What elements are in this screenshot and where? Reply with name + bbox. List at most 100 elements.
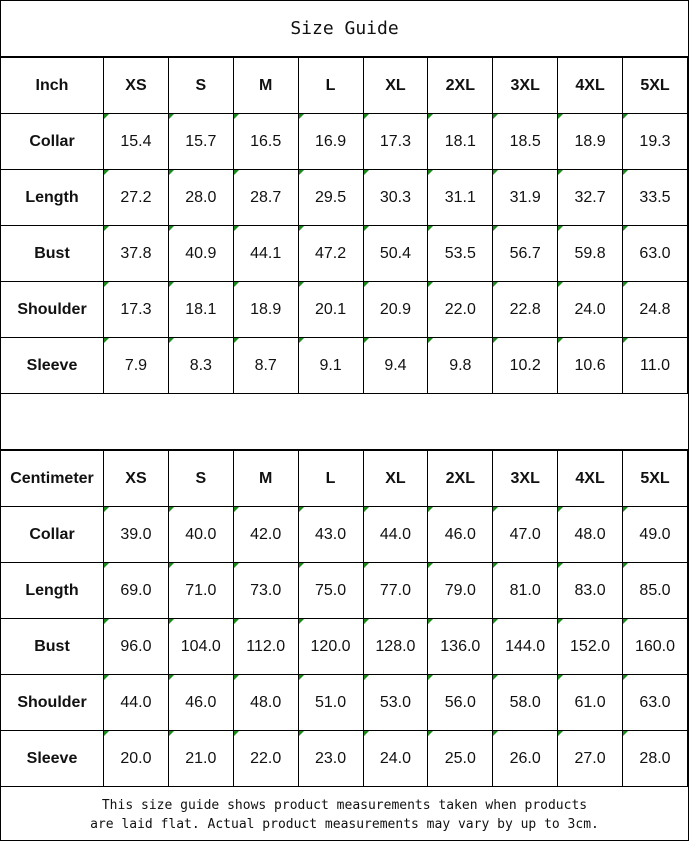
footer-line-2: are laid flat. Actual product measuremen… — [90, 816, 599, 832]
table-cell: 9.4 — [362, 337, 429, 394]
table-cell: 16.9 — [297, 113, 364, 170]
table-cell: 48.0 — [232, 674, 299, 731]
table-cell: 47.2 — [297, 225, 364, 282]
table-row: Shoulder 44.0 46.0 48.0 51.0 53.0 56.0 58.0 61.0… — [0, 674, 688, 731]
table-cell: 24.0 — [362, 730, 429, 787]
table-cell: 30.3 — [362, 169, 429, 226]
table-cell: 8.3 — [167, 337, 234, 394]
table-cell: 19.3 — [622, 113, 688, 170]
table-cell: 40.0 — [167, 506, 234, 563]
row-label: Collar — [0, 113, 104, 170]
table-cell: 9.8 — [427, 337, 494, 394]
table-cell: 17.3 — [362, 113, 429, 170]
row-label: Length — [0, 169, 104, 226]
column-header: Centimeter — [0, 450, 104, 507]
table-cell: 51.0 — [297, 674, 364, 731]
table-row: Length 69.0 71.0 73.0 75.0 77.0 79.0 81.0 83.0 85… — [0, 562, 688, 619]
table-row: Sleeve 7.9 8.3 8.7 9.1 9.4 9.8 10.2 10.6 11.0 — [0, 337, 688, 394]
table-row: Shoulder 17.3 18.1 18.9 20.1 20.9 22.0 22.8 24.0… — [0, 281, 688, 338]
column-header: Inch — [0, 57, 104, 114]
table-cell: 61.0 — [557, 674, 623, 731]
table-row: Collar 39.0 40.0 42.0 43.0 44.0 46.0 47.0 48.0 49… — [0, 506, 688, 563]
table-cell: 44.1 — [232, 225, 299, 282]
table-cell: 15.4 — [103, 113, 169, 170]
column-header: 3XL — [492, 57, 559, 114]
table-cell: 48.0 — [557, 506, 623, 563]
table-cell: 58.0 — [492, 674, 559, 731]
table-cell: 56.0 — [427, 674, 494, 731]
table-cell: 22.0 — [232, 730, 299, 787]
table-cell: 47.0 — [492, 506, 559, 563]
table-cell: 128.0 — [362, 618, 429, 675]
table-cell: 69.0 — [103, 562, 169, 619]
table-cell: 136.0 — [427, 618, 494, 675]
column-header: 2XL — [427, 450, 494, 507]
table-cell: 33.5 — [622, 169, 688, 226]
table-cell: 44.0 — [362, 506, 429, 563]
column-header: 5XL — [622, 450, 688, 507]
spacer — [1, 394, 688, 450]
page-title: Size Guide — [1, 1, 688, 57]
column-header: XL — [362, 57, 429, 114]
table-cell: 144.0 — [492, 618, 559, 675]
table-cell: 56.7 — [492, 225, 559, 282]
table-cell: 112.0 — [232, 618, 299, 675]
table-cell: 10.6 — [557, 337, 623, 394]
table-cell: 22.8 — [492, 281, 559, 338]
table-cell: 11.0 — [622, 337, 688, 394]
column-header: 4XL — [557, 450, 623, 507]
table-cell: 9.1 — [297, 337, 364, 394]
table-cell: 20.9 — [362, 281, 429, 338]
column-header: XS — [103, 450, 169, 507]
centimeter-table: Centimeter XS S M L XL 2XL 3XL 4XL 5XL Collar 39.0 4… — [0, 450, 688, 787]
table-cell: 53.5 — [427, 225, 494, 282]
table-cell: 15.7 — [167, 113, 234, 170]
table-cell: 43.0 — [297, 506, 364, 563]
table-cell: 28.0 — [167, 169, 234, 226]
table-cell: 18.1 — [427, 113, 494, 170]
table-cell: 59.8 — [557, 225, 623, 282]
header-row: Centimeter XS S M L XL 2XL 3XL 4XL 5XL — [0, 450, 688, 507]
footer-note: This size guide shows product measuremen… — [1, 786, 688, 842]
header-row: Inch XS S M L XL 2XL 3XL 4XL 5XL — [0, 57, 688, 114]
table-cell: 25.0 — [427, 730, 494, 787]
row-label: Collar — [0, 506, 104, 563]
row-label: Sleeve — [0, 730, 104, 787]
table-cell: 20.0 — [103, 730, 169, 787]
inch-table: Inch XS S M L XL 2XL 3XL 4XL 5XL Collar 15.4 15.7 16.… — [0, 57, 688, 394]
table-cell: 85.0 — [622, 562, 688, 619]
table-cell: 83.0 — [557, 562, 623, 619]
column-header: L — [297, 450, 364, 507]
column-header: L — [297, 57, 364, 114]
table-cell: 42.0 — [232, 506, 299, 563]
table-row: Length 27.2 28.0 28.7 29.5 30.3 31.1 31.9 32.7 33… — [0, 169, 688, 226]
table-cell: 28.7 — [232, 169, 299, 226]
table-cell: 31.1 — [427, 169, 494, 226]
table-cell: 50.4 — [362, 225, 429, 282]
table-cell: 20.1 — [297, 281, 364, 338]
row-label: Shoulder — [0, 281, 104, 338]
row-label: Length — [0, 562, 104, 619]
row-label: Bust — [0, 618, 104, 675]
table-cell: 96.0 — [103, 618, 169, 675]
table-cell: 71.0 — [167, 562, 234, 619]
table-cell: 37.8 — [103, 225, 169, 282]
table-cell: 44.0 — [103, 674, 169, 731]
table-cell: 24.8 — [622, 281, 688, 338]
table-cell: 26.0 — [492, 730, 559, 787]
table-cell: 77.0 — [362, 562, 429, 619]
table-cell: 27.0 — [557, 730, 623, 787]
column-header: 3XL — [492, 450, 559, 507]
table-row: Bust 37.8 40.9 44.1 47.2 50.4 53.5 56.7 59.8 63.0 — [0, 225, 688, 282]
column-header: 4XL — [557, 57, 623, 114]
row-label: Sleeve — [0, 337, 104, 394]
table-cell: 79.0 — [427, 562, 494, 619]
column-header: S — [167, 57, 234, 114]
table-cell: 160.0 — [622, 618, 688, 675]
column-header: M — [232, 57, 299, 114]
table-cell: 32.7 — [557, 169, 623, 226]
table-cell: 152.0 — [557, 618, 623, 675]
table-cell: 46.0 — [427, 506, 494, 563]
table-cell: 23.0 — [297, 730, 364, 787]
